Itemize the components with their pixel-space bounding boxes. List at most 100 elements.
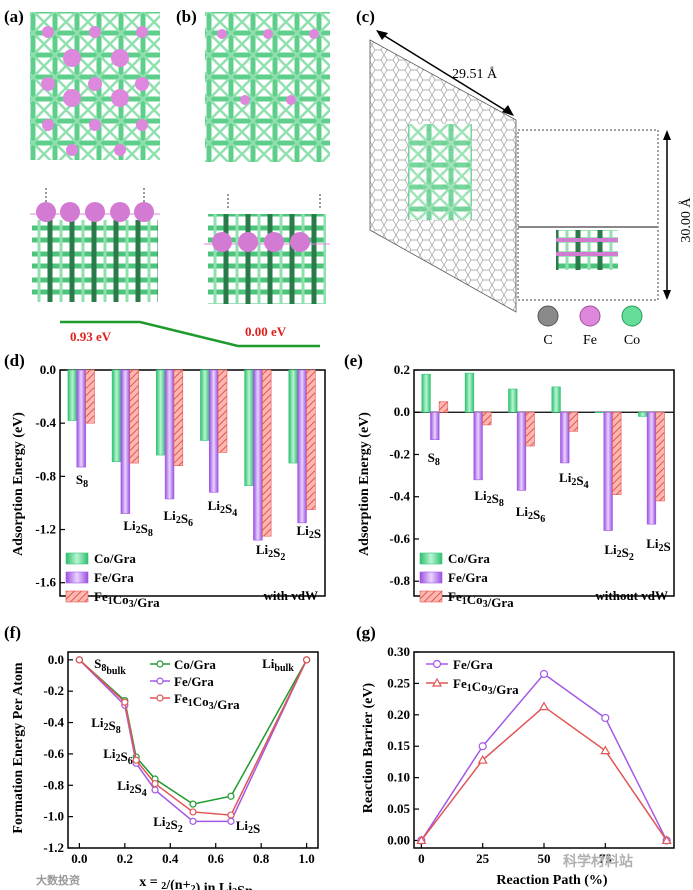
series-line-1	[420, 705, 668, 841]
bar-cogra-li2s8	[464, 372, 475, 413]
legend-swatch-2	[65, 590, 89, 603]
category-label-li2s4: Li2S4	[559, 470, 589, 491]
category-label-li2s6-part: S	[533, 507, 540, 522]
legend-label-1-part: 3	[488, 686, 493, 697]
x-axis-label: x = 2/(n+2) in Li2Sn	[139, 875, 253, 890]
category-label-li2s2-part: 2	[280, 552, 285, 563]
width-arrow-start	[376, 30, 388, 40]
category-label-li2s6: Li2S6	[516, 504, 546, 525]
panel-d-label: (d)	[4, 351, 25, 370]
legend-marker-1	[156, 677, 164, 685]
bar-cogra-li2s6	[155, 369, 166, 456]
bar-fegra-li2s6	[164, 369, 175, 500]
atom-legend-c: C	[543, 333, 552, 348]
bar-fegra-li2s8	[120, 369, 131, 514]
bar-fegra-li2s4	[560, 411, 570, 464]
category-label-li2s6-part: 2	[528, 511, 533, 522]
x-axis-label-part: Sn	[237, 884, 253, 890]
series-point-1-4	[189, 817, 197, 825]
category-label-li2s8-part: S	[492, 491, 499, 506]
category-label-li2s2: Li2S2	[256, 542, 286, 563]
point-label-libulk-part: Li	[262, 656, 275, 671]
legend-label-2-part: /Gra	[213, 697, 240, 712]
y-tick-label: -0.2	[389, 446, 410, 461]
legend-label-2: Fe1Co3/Gra	[94, 589, 160, 610]
legend-label-1-part: Fe/Gra	[94, 570, 134, 585]
legend-label-0-part: Co/Gra	[174, 657, 216, 672]
panel-a-label: (a)	[4, 7, 24, 26]
bar-fe1co3gra-li2s6	[173, 369, 184, 467]
point-label-li2s4: Li2S4	[117, 778, 147, 799]
y-tick-label: 0.2	[394, 362, 410, 377]
bar-fe1co3gra-li2s4	[568, 411, 579, 432]
category-label-li2s2-part: 2	[268, 549, 273, 560]
panel-a-fe-atoms	[41, 26, 149, 156]
x-tick-label: 1.0	[299, 851, 315, 866]
legend-label-2-part: 3	[209, 701, 214, 712]
width-arrow-end	[502, 105, 514, 116]
bar-cogra-li2s4	[200, 369, 210, 441]
series-line-0	[420, 672, 668, 841]
energy-diagram: 0.93 eV 0.00 eV	[60, 320, 320, 348]
legend-label-0-part: Co/Gra	[94, 551, 136, 566]
panel-a: (a)	[4, 7, 160, 302]
category-label-li2s2-part: S	[273, 545, 280, 560]
series-point-2-0	[75, 656, 83, 664]
x-axis-label-part: 2	[161, 881, 166, 890]
panel-g-xlabel: Reaction Path (%)	[496, 873, 608, 888]
width-dimension-line	[379, 32, 509, 113]
series-point-1-1	[477, 754, 488, 764]
plot-frame	[59, 369, 326, 597]
panel-c: (c) 29.51 Å 30.00 Å C Fe Co	[356, 7, 693, 348]
panel-f-label: (f)	[4, 623, 21, 642]
panel-f-ylabel: Formation Energy Per Atom	[11, 662, 26, 834]
bar-cogra-li2s2	[594, 411, 605, 414]
category-label-li2s-part: Li	[646, 536, 659, 551]
chart-d: 0.0-0.4-0.8-1.2-1.6S8Li2S8Li2S6Li2S4Li2S…	[35, 362, 326, 610]
panel-d-ylabel: Adsorption Energy (eV)	[11, 412, 26, 556]
category-label-li2s8: Li2S8	[123, 518, 153, 539]
legend-label-2-part: Fe	[174, 691, 188, 706]
y-tick-label: 0.25	[387, 675, 410, 690]
panel-f: (f) Formation Energy Per Atom 0.0 -0.2 -0.…	[4, 623, 319, 890]
point-label-li2s-part: 2	[248, 825, 253, 836]
y-tick-label: 0.30	[387, 644, 410, 659]
x-axis-label-part: 2	[232, 887, 237, 890]
bar-cogra-li2s	[638, 411, 648, 417]
point-label-li2s8-part: Li	[91, 715, 104, 730]
category-label-s8-part: 8	[83, 479, 88, 490]
series-point-0-1	[478, 742, 487, 751]
panel-b-label: (b)	[176, 7, 197, 26]
watermark-right: 科学材料站	[563, 853, 633, 870]
panel-c-label: (c)	[356, 7, 375, 26]
legend-label-1-part: Co	[472, 679, 488, 694]
atom-legend-co: Co	[624, 333, 640, 348]
y-tick-label: -0.8	[35, 468, 56, 483]
plot-frame	[413, 369, 675, 597]
point-label-libulk: Libulk	[262, 656, 294, 674]
height-arrow-end	[663, 290, 671, 300]
category-label-li2s6-part: 2	[176, 515, 181, 526]
bar-fe1co3gra-li2s4	[217, 369, 228, 453]
legend-label-1-part: Fe	[453, 676, 467, 691]
category-label-li2s4-part: 4	[232, 508, 237, 519]
series-point-1-3	[151, 786, 159, 794]
bar-cogra-s8	[421, 373, 431, 413]
y-tick-label: -0.6	[43, 746, 64, 761]
category-label-li2s2-part: Li	[256, 542, 269, 557]
x-tick-label: 0.2	[117, 851, 133, 866]
series-point-0-5	[227, 792, 235, 800]
y-tick-label: 0.0	[48, 652, 64, 667]
category-label-li2s2-part: S	[622, 545, 629, 560]
panel-e: (e) Adsorption Energy (eV) 0.2 0.0 -0.2 -0.…	[344, 351, 675, 610]
x-tick-label: 0	[418, 851, 425, 866]
bar-cogra-li2s2	[244, 369, 254, 486]
series-point-2-3	[151, 780, 159, 788]
category-label-li2s4-part: Li	[559, 470, 572, 485]
category-label-li2s6: Li2S6	[164, 508, 194, 529]
point-label-s8bulk-part: 8	[101, 663, 106, 674]
category-label-li2s2-part: 2	[629, 552, 634, 563]
legend-label-2-part: 1	[108, 596, 113, 607]
y-tick-label: 0.20	[387, 707, 410, 722]
point-label-li2s8-part: 8	[116, 725, 121, 736]
